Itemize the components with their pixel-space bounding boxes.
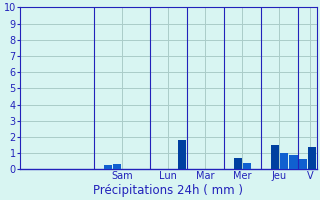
Bar xyxy=(234,158,242,169)
Bar xyxy=(280,153,288,169)
Bar xyxy=(271,145,279,169)
Bar xyxy=(113,164,121,169)
Bar xyxy=(289,155,298,169)
Bar xyxy=(178,140,186,169)
Bar xyxy=(299,159,307,169)
Bar xyxy=(308,147,316,169)
Bar xyxy=(243,163,251,169)
Bar xyxy=(104,165,112,169)
X-axis label: Précipitations 24h ( mm ): Précipitations 24h ( mm ) xyxy=(93,184,243,197)
